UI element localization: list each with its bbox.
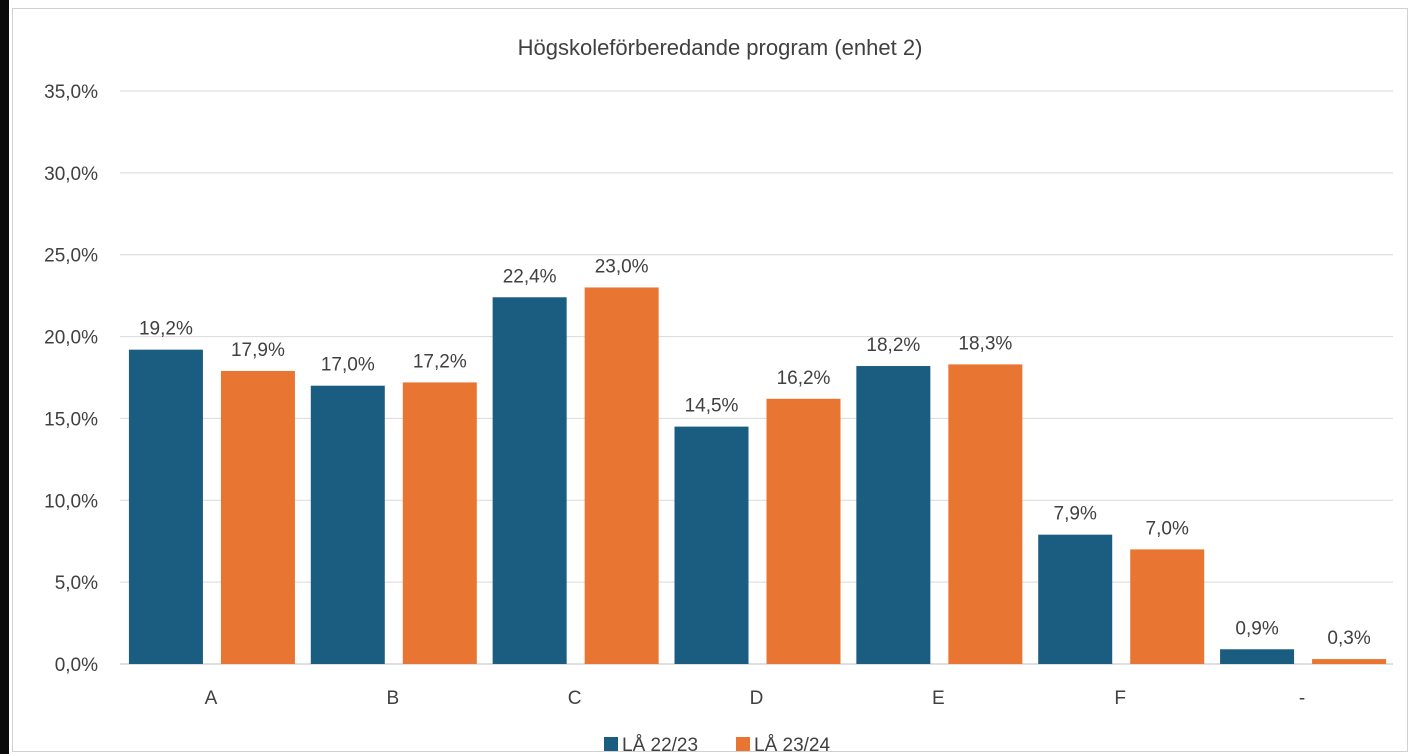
data-label: 16,2% (777, 368, 831, 389)
x-tick-label: C (568, 688, 582, 709)
bar-la-22-23 (1038, 534, 1113, 664)
x-tick-label: D (750, 688, 764, 709)
bar-la-22-23 (128, 349, 203, 664)
bars (128, 287, 1387, 664)
bar-la-23-24 (584, 287, 659, 664)
y-axis-tick-labels: 0,0% 5,0% 10,0% 15,0% 20,0% 25,0% 30,0% 35,0% (44, 82, 98, 676)
x-tick-label: F (1114, 688, 1126, 709)
legend: LÅ 22/23 LÅ 23/24 (604, 735, 830, 754)
legend-label: LÅ 22/23 (622, 735, 698, 754)
data-label: 0,9% (1235, 618, 1278, 639)
bar-la-23-24 (220, 370, 295, 664)
legend-swatch (604, 737, 618, 751)
x-tick-label: B (386, 688, 399, 709)
bar-la-23-24 (1312, 659, 1387, 664)
x-tick-label: - (1299, 688, 1305, 709)
y-tick-label: 25,0% (44, 246, 98, 267)
chart-title: Högskoleförberedande program (enhet 2) (518, 35, 923, 60)
data-label: 22,4% (503, 266, 557, 287)
y-tick-label: 0,0% (55, 655, 98, 676)
window-left-edge (0, 0, 9, 754)
data-labels: 19,2% 17,9% 17,0% 17,2% 22,4% 23,0% 14,5% 16,2%… (139, 256, 1371, 649)
y-tick-label: 20,0% (44, 328, 98, 349)
data-label: 17,9% (231, 340, 285, 361)
x-tick-label: E (932, 688, 945, 709)
bar-la-22-23 (492, 297, 567, 664)
data-label: 7,0% (1146, 518, 1189, 539)
bar-la-23-24 (948, 364, 1023, 664)
data-label: 18,2% (866, 335, 920, 356)
bar-la-22-23 (1220, 649, 1295, 664)
legend-label: LÅ 23/24 (754, 735, 830, 754)
legend-swatch (736, 737, 750, 751)
bar-la-22-23 (310, 385, 385, 664)
data-label: 17,0% (321, 355, 375, 376)
bar-la-23-24 (1130, 549, 1205, 664)
y-tick-label: 5,0% (55, 573, 98, 594)
data-label: 14,5% (685, 396, 739, 417)
y-tick-label: 10,0% (44, 491, 98, 512)
data-label: 0,3% (1327, 628, 1370, 649)
x-tick-label: A (205, 688, 218, 709)
data-label: 17,2% (413, 351, 467, 372)
y-tick-label: 35,0% (44, 82, 98, 103)
data-label: 23,0% (595, 256, 649, 277)
y-tick-label: 30,0% (44, 164, 98, 185)
data-label: 19,2% (139, 319, 193, 340)
bar-la-23-24 (766, 398, 841, 664)
bar-la-22-23 (856, 366, 931, 664)
data-label: 7,9% (1054, 504, 1097, 525)
bar-la-23-24 (402, 382, 477, 664)
y-tick-label: 15,0% (44, 409, 98, 430)
data-label: 18,3% (958, 333, 1012, 354)
bar-la-22-23 (674, 426, 749, 664)
